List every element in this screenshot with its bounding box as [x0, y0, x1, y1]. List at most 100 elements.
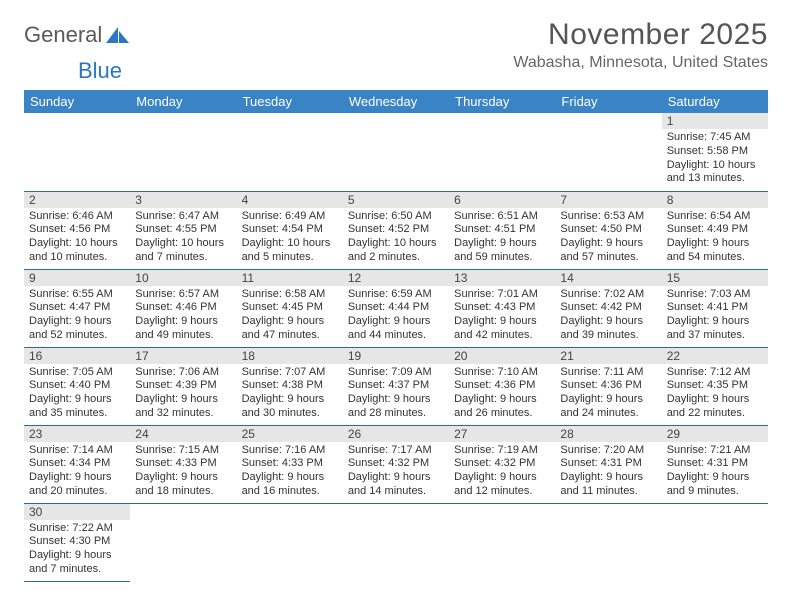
calendar-cell — [237, 113, 343, 191]
day-details: Sunrise: 6:51 AMSunset: 4:51 PMDaylight:… — [449, 208, 555, 269]
calendar-row: 9Sunrise: 6:55 AMSunset: 4:47 PMDaylight… — [24, 269, 768, 347]
day-details: Sunrise: 7:12 AMSunset: 4:35 PMDaylight:… — [662, 364, 768, 425]
calendar-cell — [449, 503, 555, 581]
calendar-cell: 30Sunrise: 7:22 AMSunset: 4:30 PMDayligh… — [24, 503, 130, 581]
day-details: Sunrise: 7:03 AMSunset: 4:41 PMDaylight:… — [662, 286, 768, 347]
day-number: 4 — [237, 192, 343, 208]
day-details: Sunrise: 6:50 AMSunset: 4:52 PMDaylight:… — [343, 208, 449, 269]
sail-icon — [105, 25, 131, 45]
day-details: Sunrise: 6:49 AMSunset: 4:54 PMDaylight:… — [237, 208, 343, 269]
calendar-cell: 1Sunrise: 7:45 AMSunset: 5:58 PMDaylight… — [662, 113, 768, 191]
calendar-cell: 14Sunrise: 7:02 AMSunset: 4:42 PMDayligh… — [555, 269, 661, 347]
calendar-cell: 19Sunrise: 7:09 AMSunset: 4:37 PMDayligh… — [343, 347, 449, 425]
calendar-cell: 3Sunrise: 6:47 AMSunset: 4:55 PMDaylight… — [130, 191, 236, 269]
day-number: 16 — [24, 348, 130, 364]
calendar-row: 2Sunrise: 6:46 AMSunset: 4:56 PMDaylight… — [24, 191, 768, 269]
calendar-cell: 21Sunrise: 7:11 AMSunset: 4:36 PMDayligh… — [555, 347, 661, 425]
calendar-cell: 28Sunrise: 7:20 AMSunset: 4:31 PMDayligh… — [555, 425, 661, 503]
day-details: Sunrise: 6:53 AMSunset: 4:50 PMDaylight:… — [555, 208, 661, 269]
day-number: 19 — [343, 348, 449, 364]
day-number: 12 — [343, 270, 449, 286]
calendar-cell — [449, 113, 555, 191]
day-details: Sunrise: 7:19 AMSunset: 4:32 PMDaylight:… — [449, 442, 555, 503]
calendar-row: 16Sunrise: 7:05 AMSunset: 4:40 PMDayligh… — [24, 347, 768, 425]
location: Wabasha, Minnesota, United States — [513, 54, 768, 72]
day-details: Sunrise: 7:15 AMSunset: 4:33 PMDaylight:… — [130, 442, 236, 503]
calendar-row: 1Sunrise: 7:45 AMSunset: 5:58 PMDaylight… — [24, 113, 768, 191]
calendar-cell — [343, 113, 449, 191]
title-block: November 2025 Wabasha, Minnesota, United… — [513, 18, 768, 72]
day-details: Sunrise: 6:54 AMSunset: 4:49 PMDaylight:… — [662, 208, 768, 269]
weekday-header: Monday — [130, 90, 236, 113]
day-number: 29 — [662, 426, 768, 442]
calendar-cell: 26Sunrise: 7:17 AMSunset: 4:32 PMDayligh… — [343, 425, 449, 503]
day-details: Sunrise: 7:10 AMSunset: 4:36 PMDaylight:… — [449, 364, 555, 425]
calendar-cell — [555, 113, 661, 191]
calendar-cell — [343, 503, 449, 581]
calendar-cell: 24Sunrise: 7:15 AMSunset: 4:33 PMDayligh… — [130, 425, 236, 503]
day-number: 7 — [555, 192, 661, 208]
day-number: 28 — [555, 426, 661, 442]
day-number: 30 — [24, 504, 130, 520]
calendar-cell: 7Sunrise: 6:53 AMSunset: 4:50 PMDaylight… — [555, 191, 661, 269]
calendar-cell — [130, 503, 236, 581]
calendar-cell — [662, 503, 768, 581]
calendar-cell: 23Sunrise: 7:14 AMSunset: 4:34 PMDayligh… — [24, 425, 130, 503]
day-details: Sunrise: 7:16 AMSunset: 4:33 PMDaylight:… — [237, 442, 343, 503]
calendar-cell: 16Sunrise: 7:05 AMSunset: 4:40 PMDayligh… — [24, 347, 130, 425]
day-number: 13 — [449, 270, 555, 286]
calendar-row: 23Sunrise: 7:14 AMSunset: 4:34 PMDayligh… — [24, 425, 768, 503]
day-details: Sunrise: 7:02 AMSunset: 4:42 PMDaylight:… — [555, 286, 661, 347]
logo-text-general: General — [24, 22, 102, 48]
weekday-header: Friday — [555, 90, 661, 113]
logo-text-blue: Blue — [78, 58, 122, 83]
day-number: 26 — [343, 426, 449, 442]
calendar-cell: 9Sunrise: 6:55 AMSunset: 4:47 PMDaylight… — [24, 269, 130, 347]
calendar-cell: 4Sunrise: 6:49 AMSunset: 4:54 PMDaylight… — [237, 191, 343, 269]
weekday-header: Saturday — [662, 90, 768, 113]
calendar-row: 30Sunrise: 7:22 AMSunset: 4:30 PMDayligh… — [24, 503, 768, 581]
day-details: Sunrise: 6:46 AMSunset: 4:56 PMDaylight:… — [24, 208, 130, 269]
logo: General — [24, 22, 131, 48]
calendar-cell: 27Sunrise: 7:19 AMSunset: 4:32 PMDayligh… — [449, 425, 555, 503]
day-number: 5 — [343, 192, 449, 208]
calendar-cell: 6Sunrise: 6:51 AMSunset: 4:51 PMDaylight… — [449, 191, 555, 269]
day-details: Sunrise: 7:07 AMSunset: 4:38 PMDaylight:… — [237, 364, 343, 425]
calendar-cell: 13Sunrise: 7:01 AMSunset: 4:43 PMDayligh… — [449, 269, 555, 347]
day-details: Sunrise: 7:01 AMSunset: 4:43 PMDaylight:… — [449, 286, 555, 347]
day-number: 1 — [662, 113, 768, 129]
weekday-header: Thursday — [449, 90, 555, 113]
day-number: 21 — [555, 348, 661, 364]
month-title: November 2025 — [513, 18, 768, 52]
calendar-cell: 15Sunrise: 7:03 AMSunset: 4:41 PMDayligh… — [662, 269, 768, 347]
calendar-table: Sunday Monday Tuesday Wednesday Thursday… — [24, 90, 768, 582]
day-number: 18 — [237, 348, 343, 364]
day-number: 15 — [662, 270, 768, 286]
day-number: 2 — [24, 192, 130, 208]
day-number: 10 — [130, 270, 236, 286]
weekday-header: Tuesday — [237, 90, 343, 113]
day-number: 22 — [662, 348, 768, 364]
day-number: 3 — [130, 192, 236, 208]
calendar-cell: 5Sunrise: 6:50 AMSunset: 4:52 PMDaylight… — [343, 191, 449, 269]
day-number: 11 — [237, 270, 343, 286]
day-number: 9 — [24, 270, 130, 286]
day-details: Sunrise: 6:59 AMSunset: 4:44 PMDaylight:… — [343, 286, 449, 347]
calendar-cell: 8Sunrise: 6:54 AMSunset: 4:49 PMDaylight… — [662, 191, 768, 269]
day-details: Sunrise: 7:22 AMSunset: 4:30 PMDaylight:… — [24, 520, 130, 581]
calendar-body: 1Sunrise: 7:45 AMSunset: 5:58 PMDaylight… — [24, 113, 768, 581]
day-details: Sunrise: 7:20 AMSunset: 4:31 PMDaylight:… — [555, 442, 661, 503]
day-details: Sunrise: 7:05 AMSunset: 4:40 PMDaylight:… — [24, 364, 130, 425]
weekday-header-row: Sunday Monday Tuesday Wednesday Thursday… — [24, 90, 768, 113]
day-details: Sunrise: 7:14 AMSunset: 4:34 PMDaylight:… — [24, 442, 130, 503]
calendar-cell: 2Sunrise: 6:46 AMSunset: 4:56 PMDaylight… — [24, 191, 130, 269]
day-details: Sunrise: 6:57 AMSunset: 4:46 PMDaylight:… — [130, 286, 236, 347]
calendar-cell: 18Sunrise: 7:07 AMSunset: 4:38 PMDayligh… — [237, 347, 343, 425]
day-number: 23 — [24, 426, 130, 442]
calendar-cell — [555, 503, 661, 581]
day-details: Sunrise: 7:21 AMSunset: 4:31 PMDaylight:… — [662, 442, 768, 503]
calendar-cell: 22Sunrise: 7:12 AMSunset: 4:35 PMDayligh… — [662, 347, 768, 425]
day-number: 27 — [449, 426, 555, 442]
calendar-cell: 12Sunrise: 6:59 AMSunset: 4:44 PMDayligh… — [343, 269, 449, 347]
weekday-header: Sunday — [24, 90, 130, 113]
